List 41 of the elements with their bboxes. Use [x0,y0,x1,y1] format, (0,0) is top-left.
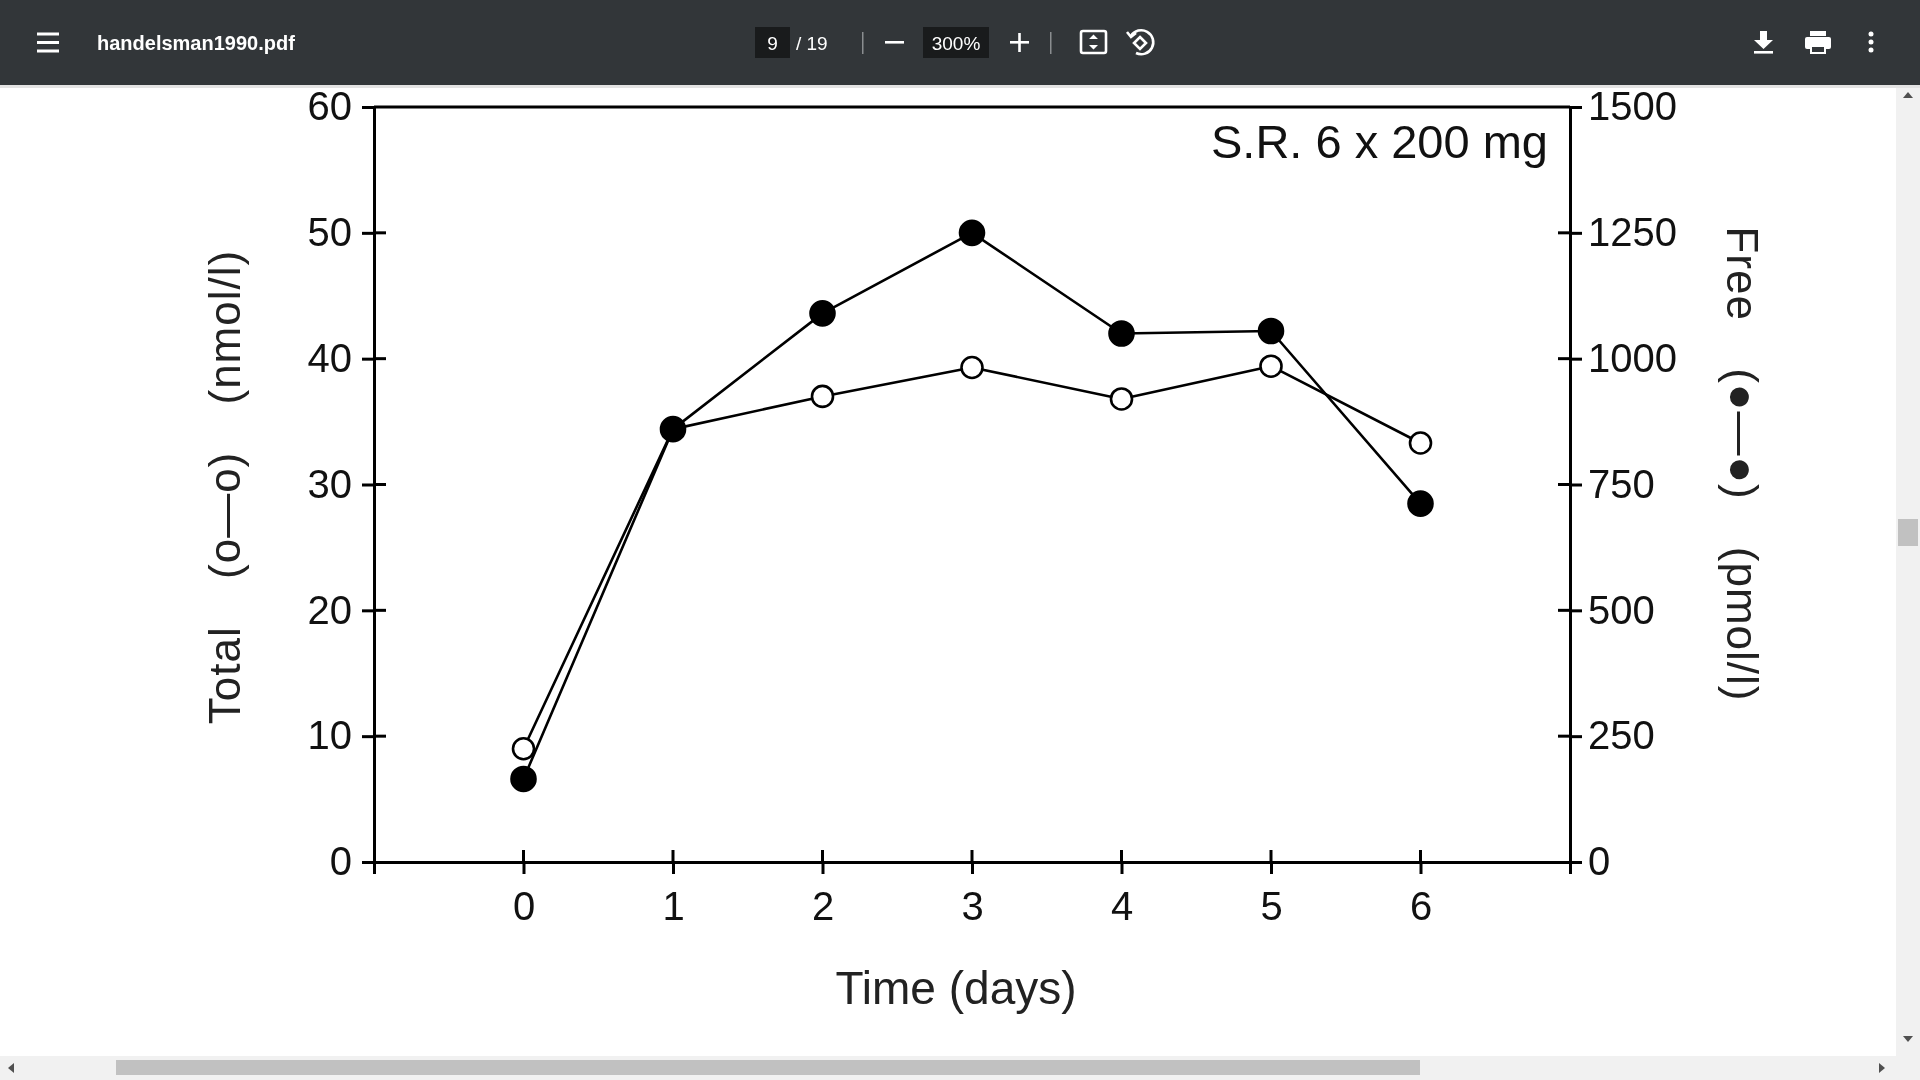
x-tick-label: 3 [961,884,984,929]
point [510,765,537,793]
y2-axis-title: Free (●—●) (pmol/l) [1718,226,1768,702]
point [511,736,536,761]
x-tick-label: 2 [811,884,835,929]
y-tick-label: 30 [307,461,352,506]
x-tick-label: 6 [1409,884,1433,929]
x-tick-label: 5 [1260,884,1283,929]
point [1108,320,1135,347]
annotation: S.R. 6 x 200 mg [1211,115,1548,168]
point [810,384,835,409]
y2-tick-label: 500 [1588,587,1655,632]
text: 300% [931,32,981,54]
y2-tick-label: 250 [1588,713,1655,758]
y2-tick-label: 1000 [1588,335,1677,380]
y-tick-label: 50 [307,210,352,255]
y2-tick-label: 0 [1588,839,1611,884]
text: 9 [767,32,778,54]
y2-tick-label: 750 [1588,461,1655,506]
point [960,355,984,380]
point [1407,490,1434,517]
x-axis-title: Time (days) [835,961,1077,1014]
text: handelsman1990.pdf [97,32,296,55]
y-axis-title: Total (o—o) (nmol/l) [199,249,249,725]
point [1259,354,1283,378]
point [958,219,986,247]
y2-tick-label: 1250 [1588,210,1677,255]
x-tick-label: 1 [662,884,685,929]
y-tick-label: 20 [307,587,352,632]
text: / 19 [796,32,828,54]
x-tick-label: 0 [512,884,536,929]
y-tick-label: 40 [307,335,352,380]
y-tick-label: 10 [307,713,352,758]
point [809,300,836,327]
x-tick-label: 4 [1110,884,1134,929]
y2-tick-label: 1500 [1588,84,1677,129]
point [1109,387,1134,411]
y-tick-label: 0 [329,839,352,884]
point [1257,317,1285,345]
point [1408,431,1433,455]
y-tick-label: 60 [307,84,352,129]
